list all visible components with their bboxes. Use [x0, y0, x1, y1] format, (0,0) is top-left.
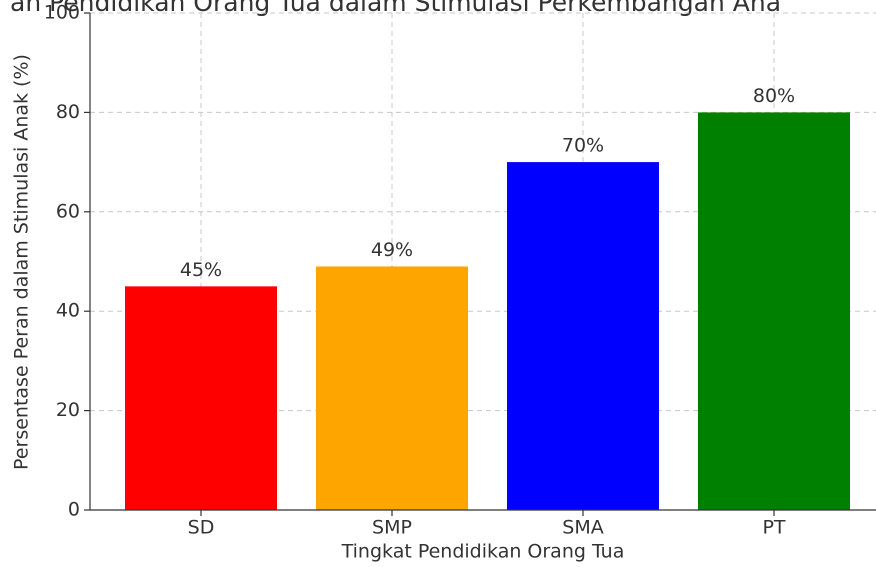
x-tick-label: SMP	[372, 517, 412, 539]
y-tick-label: 80	[56, 101, 80, 123]
y-tick-label: 40	[56, 300, 80, 322]
bar	[698, 112, 850, 511]
data-label: 80%	[753, 85, 795, 107]
bar	[316, 266, 468, 510]
x-tick-label: SD	[188, 517, 215, 539]
data-label: 70%	[562, 135, 604, 157]
chart-title: an Pendidikan Orang Tua dalam Stimulasi …	[10, 0, 781, 17]
x-tick-label: PT	[762, 517, 785, 539]
bar	[125, 286, 277, 510]
y-tick-label: 20	[56, 399, 80, 421]
y-tick-label: 0	[68, 499, 80, 521]
y-tick-label: 60	[56, 200, 80, 222]
y-tick-label: 100	[44, 2, 80, 24]
data-label: 49%	[371, 239, 413, 261]
data-label: 45%	[180, 259, 222, 281]
y-axis-label: Persentase Peran dalam Stimulasi Anak (%…	[11, 54, 33, 470]
bar	[507, 162, 659, 510]
x-tick-label: SMA	[562, 517, 603, 539]
x-axis-label: Tingkat Pendidikan Orang Tua	[341, 541, 625, 563]
